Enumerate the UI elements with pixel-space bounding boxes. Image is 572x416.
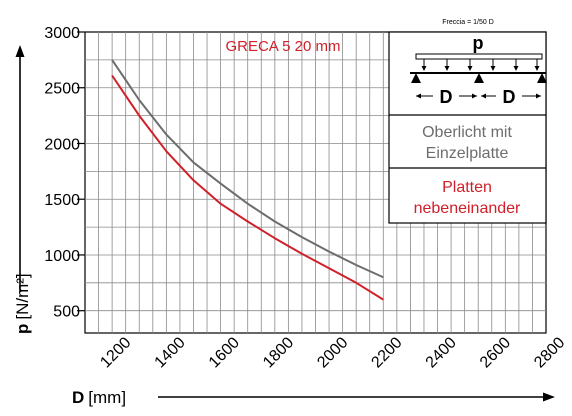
load-arrowhead (421, 66, 427, 71)
x-axis-symbol: D (72, 388, 84, 407)
x-tick-labels: 1200 1400 1600 1800 2000 2200 2400 2600 2800 (97, 334, 568, 371)
legend-entry-red-line1: Platten (442, 179, 492, 196)
x-tick-label: 2400 (423, 334, 460, 371)
x-axis-unit: [mm] (88, 388, 126, 407)
y-tick-labels: 500 1000 1500 2000 2500 3000 (44, 25, 80, 321)
load-arrowhead (444, 66, 450, 71)
y-axis-unit: [N/m²] (13, 273, 32, 319)
arrow-note: Freccia = 1/50 D (442, 19, 494, 26)
x-tick-label: 2000 (314, 334, 351, 371)
dimension-arrow (472, 93, 477, 99)
load-bar (415, 53, 543, 60)
legend-box (388, 31, 547, 224)
support-triangle (474, 73, 484, 83)
series-line-einzelplatte (111, 59, 384, 279)
y-axis-title: p [N/m²] (13, 45, 32, 334)
y-tick-label: 3000 (44, 25, 80, 42)
load-arrows (421, 59, 540, 71)
support-triangle (537, 73, 547, 83)
y-tick-label: 2500 (44, 81, 80, 98)
diagram-d-label: D (440, 87, 453, 107)
support-triangle (411, 73, 421, 83)
load-arrowhead (490, 66, 496, 71)
y-tick-label: 500 (53, 304, 80, 321)
x-axis-label: D [mm] (72, 388, 126, 407)
legend: Freccia = 1/50 D p D D Oberlicht mit Ein… (388, 19, 547, 224)
dimension-arrow (416, 93, 421, 99)
diagram-p-label: p (473, 33, 484, 53)
diagram-d-label: D (503, 87, 516, 107)
x-tick-label: 2800 (531, 334, 568, 371)
legend-entry-gray-line2: Einzelplatte (426, 145, 509, 162)
x-axis-title: D [mm] (72, 388, 555, 407)
legend-entry-gray-line1: Oberlicht mit (422, 124, 512, 141)
load-arrowhead (467, 66, 473, 71)
y-axis-arrowhead (15, 45, 25, 57)
x-tick-label: 1200 (97, 334, 134, 371)
x-tick-label: 1600 (206, 334, 243, 371)
y-axis-label: p [N/m²] (13, 273, 32, 334)
x-tick-label: 2600 (477, 334, 514, 371)
series-line-nebeneinander (111, 74, 384, 301)
y-tick-label: 1000 (44, 248, 80, 265)
load-arrowhead (513, 66, 519, 71)
load-arrowhead (534, 66, 540, 71)
x-tick-label: 2200 (369, 334, 406, 371)
legend-entry-red-line2: nebeneinander (414, 200, 521, 217)
y-axis-symbol: p (13, 324, 32, 334)
dimension-arrow (536, 93, 541, 99)
dimension-arrow (481, 93, 486, 99)
series-group (111, 59, 384, 301)
x-tick-label: 1800 (260, 334, 297, 371)
x-axis-arrowhead (543, 392, 555, 402)
load-diagram: p D D (410, 33, 547, 107)
x-tick-label: 1400 (152, 334, 189, 371)
chart-title: GRECA 5 20 mm (225, 38, 340, 55)
y-tick-label: 2000 (44, 136, 80, 153)
y-tick-label: 1500 (44, 192, 80, 209)
